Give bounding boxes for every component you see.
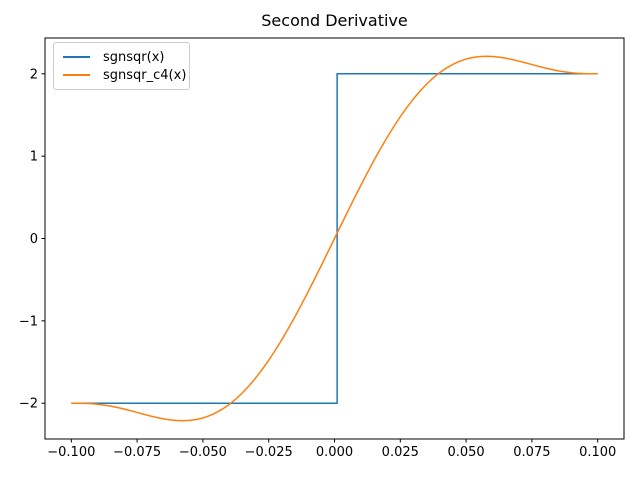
series-line-0 <box>71 73 598 404</box>
y-tick-label: −1 <box>19 314 38 329</box>
legend: sgnsqr(x) sgnsqr_c4(x) <box>53 42 190 90</box>
y-tick-label: 0 <box>30 232 38 247</box>
x-axis-ticks: −0.100 −0.075 −0.050 −0.025 0.000 0.025 0.050 0… <box>47 439 616 460</box>
legend-label: sgnsqr_c4(x) <box>103 67 187 83</box>
x-tick-label: −0.050 <box>179 445 227 460</box>
legend-line-sample-blue <box>63 56 90 58</box>
y-tick-label: 2 <box>30 67 38 82</box>
legend-entry-sgnsqr: sgnsqr(x) <box>63 48 181 66</box>
y-tick-label: −2 <box>19 397 38 412</box>
x-tick-label: −0.075 <box>113 445 161 460</box>
legend-entry-sgnsqr-c4: sgnsqr_c4(x) <box>63 66 186 84</box>
y-tick-label: 1 <box>30 150 38 165</box>
x-tick-label: −0.025 <box>245 445 293 460</box>
x-tick-label: 0.075 <box>513 445 550 460</box>
x-tick-label: 0.025 <box>382 445 419 460</box>
y-axis-ticks: −2 −1 0 1 2 <box>19 67 45 412</box>
x-tick-label: 0.050 <box>447 445 484 460</box>
x-tick-label: −0.100 <box>47 445 95 460</box>
legend-line-sample-orange <box>63 74 90 76</box>
legend-label: sgnsqr(x) <box>103 49 165 65</box>
x-tick-label: 0.100 <box>579 445 616 460</box>
x-tick-label: 0.000 <box>316 445 353 460</box>
chart-title: Second Derivative <box>261 11 408 30</box>
series-line-1 <box>71 55 598 422</box>
series-lines <box>71 55 598 422</box>
